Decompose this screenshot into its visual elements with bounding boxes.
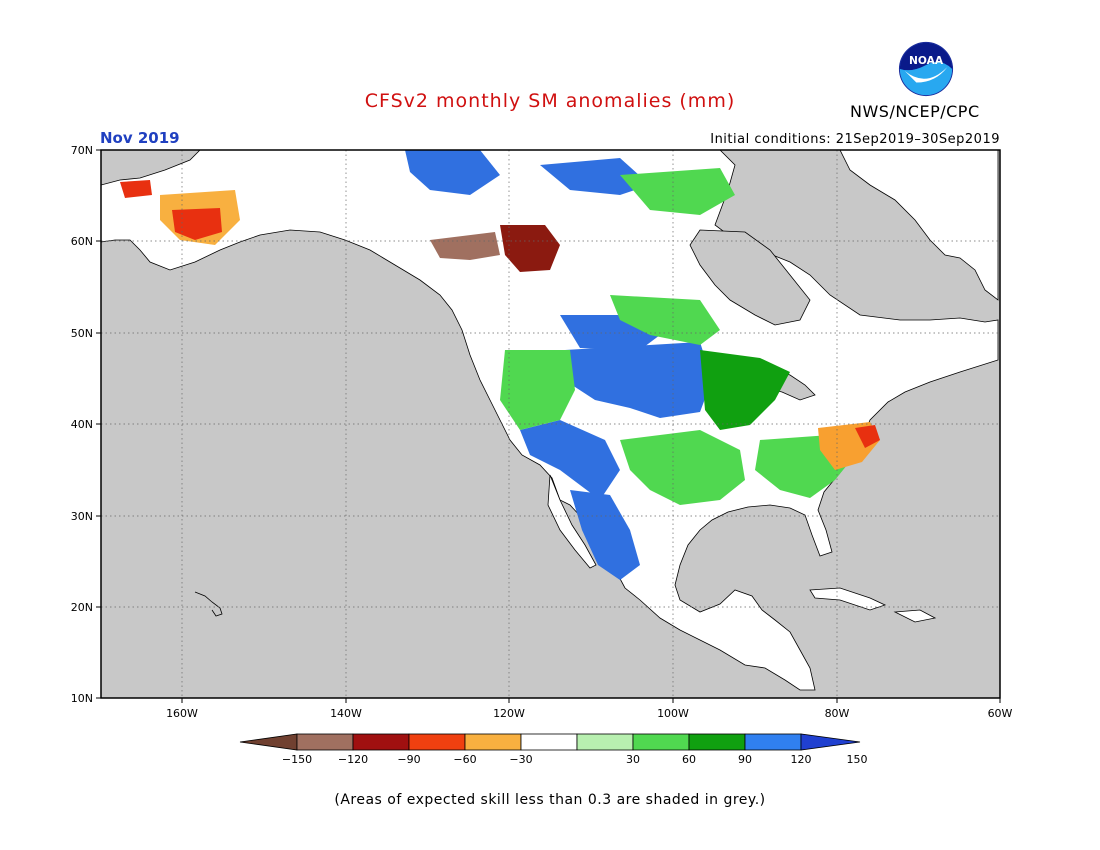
- canada-green-region: [610, 295, 720, 345]
- colorbar-swatch: [408, 733, 466, 751]
- skill-footnote: (Areas of expected skill less than 0.3 a…: [334, 792, 766, 808]
- colorbar-tick-label: 150: [847, 753, 868, 766]
- colorbar-swatch: [520, 733, 578, 751]
- longitude-labels: 160W 140W 120W 100W 80W 60W: [166, 707, 1012, 720]
- mid-atlantic-red-region: [855, 425, 880, 448]
- colorbar-tick-label: 120: [791, 753, 812, 766]
- lat-label: 40N: [71, 418, 93, 431]
- colorbar-swatch: [688, 733, 746, 751]
- lon-label: 120W: [493, 707, 525, 720]
- gridlines: [101, 150, 1000, 698]
- western-canada-dry-region: [500, 225, 560, 272]
- colorbar-swatch: [352, 733, 410, 751]
- alaska-tip-red-region: [120, 180, 152, 198]
- southwest-green-region: [620, 430, 745, 505]
- colorbar-low-arrow: [239, 733, 298, 751]
- lon-label: 100W: [657, 707, 689, 720]
- lat-label: 30N: [71, 510, 93, 523]
- colorbar-tick-label: 60: [682, 753, 696, 766]
- colorbar-swatch: [632, 733, 690, 751]
- mexico-wet-region: [570, 490, 640, 580]
- lon-label: 60W: [988, 707, 1013, 720]
- lon-label: 160W: [166, 707, 198, 720]
- hawaii: [194, 591, 223, 617]
- arctic-blue-region: [540, 158, 650, 195]
- lat-label: 10N: [71, 692, 93, 705]
- chart-title: CFSv2 monthly SM anomalies (mm): [364, 90, 736, 112]
- alaska-red-region: [172, 208, 222, 240]
- colorbar-legend: −150 −120 −90 −60 −30 30 60 90 120 150: [239, 733, 868, 766]
- colorbar-swatch: [296, 733, 354, 751]
- lat-label: 70N: [71, 144, 93, 157]
- lon-label: 80W: [825, 707, 850, 720]
- colorbar-tick-label: 30: [626, 753, 640, 766]
- arctic-green-region: [620, 168, 735, 215]
- lat-label: 60N: [71, 235, 93, 248]
- plains-green-region: [500, 350, 575, 430]
- northern-canada-blue-region: [405, 150, 500, 195]
- cuba: [893, 609, 937, 623]
- svg-text:NOAA: NOAA: [909, 54, 944, 67]
- colorbar-tick-label: 90: [738, 753, 752, 766]
- colorbar-tick-label: −150: [282, 753, 312, 766]
- colorbar-high-arrow: [800, 733, 861, 751]
- colorbar-tick-label: −30: [509, 753, 532, 766]
- baja-peninsula: [547, 474, 597, 569]
- lat-label: 20N: [71, 601, 93, 614]
- colorbar-swatch: [744, 733, 802, 751]
- rockies-wet-region: [520, 420, 620, 500]
- colorbar-swatch: [464, 733, 522, 751]
- central-plains-wet-region: [565, 342, 712, 418]
- noaa-logo: NOAA: [898, 41, 954, 97]
- organization-label: NWS/NCEP/CPC: [850, 102, 980, 121]
- western-canada-brown-region: [430, 232, 500, 260]
- caribbean-islands: [809, 587, 887, 611]
- colorbar-tick-label: −120: [338, 753, 368, 766]
- forecast-month-label: Nov 2019: [100, 129, 180, 147]
- colorbar-swatch: [576, 733, 634, 751]
- greenland: [839, 150, 999, 301]
- initial-conditions-label: Initial conditions: 21Sep2019–30Sep2019: [710, 132, 1000, 147]
- midwest-green-region: [700, 350, 790, 430]
- lat-label: 50N: [71, 327, 93, 340]
- hudson-bay: [689, 229, 811, 326]
- colorbar-tick-label: −90: [397, 753, 420, 766]
- colorbar-tick-label: −60: [453, 753, 476, 766]
- lon-label: 140W: [330, 707, 362, 720]
- latitude-labels: 70N 60N 50N 40N 30N 20N 10N: [71, 144, 93, 705]
